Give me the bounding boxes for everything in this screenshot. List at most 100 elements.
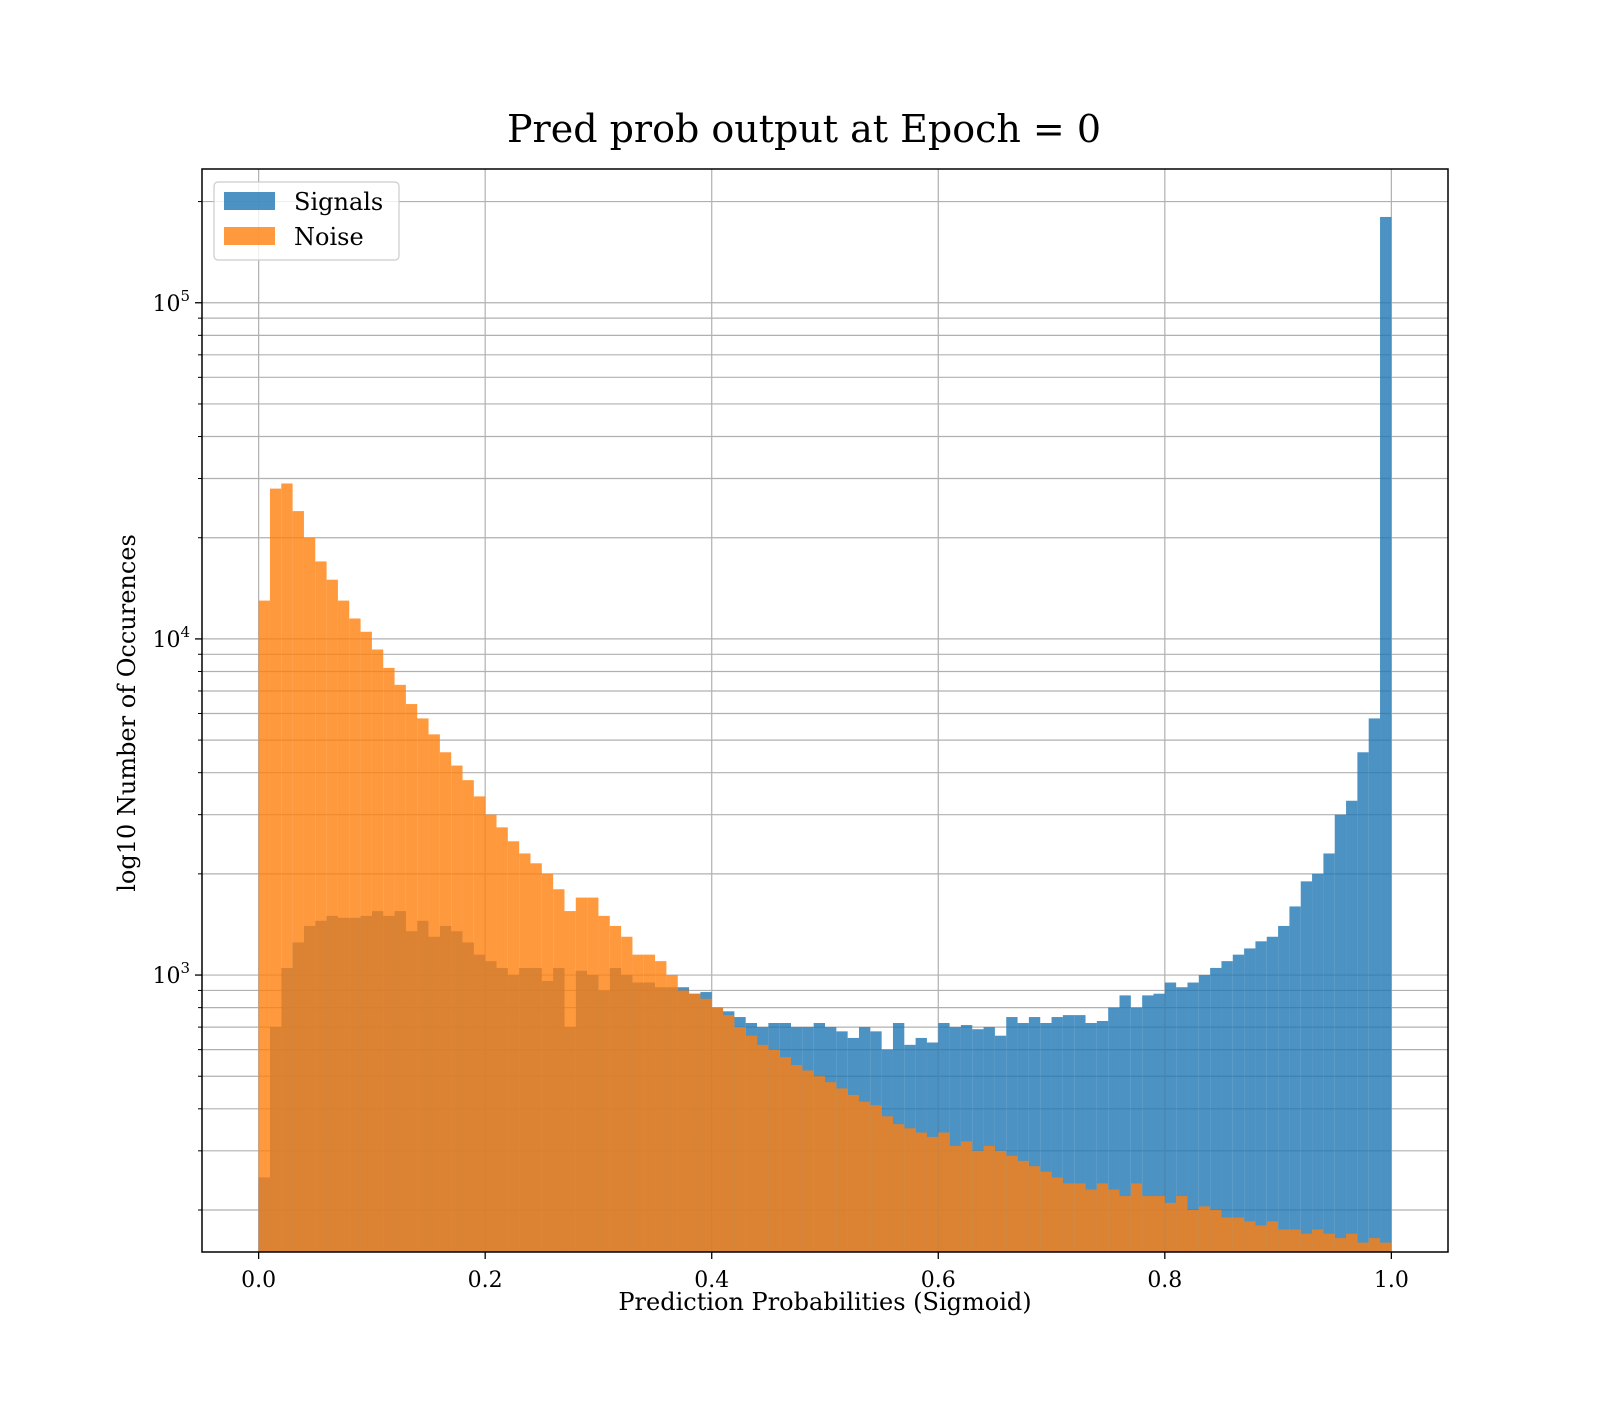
bar-signals bbox=[1357, 752, 1369, 1252]
ticks-layer: 0.0 0.2 0.4 0.6 0.8 1.0 103 104 105 bbox=[152, 201, 1409, 1293]
bar-noise bbox=[1289, 1229, 1301, 1252]
bar-signals bbox=[1006, 1017, 1018, 1252]
bar-noise bbox=[858, 1101, 871, 1252]
bar-noise bbox=[1210, 1210, 1222, 1252]
bar-noise bbox=[847, 1094, 859, 1252]
bar-noise bbox=[1266, 1221, 1279, 1252]
bar-noise bbox=[587, 897, 599, 1252]
bar-noise bbox=[711, 1007, 724, 1252]
bar-noise bbox=[541, 873, 554, 1252]
bar-signals bbox=[1278, 925, 1290, 1252]
bar-signals bbox=[1108, 1007, 1120, 1252]
bar-noise bbox=[1176, 1196, 1188, 1252]
bar-noise bbox=[337, 600, 350, 1252]
bar-noise bbox=[349, 618, 361, 1252]
bar-noise bbox=[315, 561, 327, 1252]
bar-signals bbox=[1232, 954, 1245, 1252]
bar-noise bbox=[394, 684, 406, 1252]
bar-noise bbox=[439, 752, 452, 1252]
bar-noise bbox=[1074, 1183, 1086, 1252]
legend-label-signals: Signals bbox=[294, 188, 383, 216]
bar-noise bbox=[926, 1136, 939, 1252]
bar-noise bbox=[428, 734, 440, 1252]
bar-noise bbox=[1130, 1183, 1143, 1252]
bar-signals bbox=[1040, 1023, 1052, 1252]
bar-noise bbox=[983, 1146, 995, 1252]
bar-noise bbox=[1300, 1233, 1313, 1252]
bar-noise bbox=[1119, 1196, 1131, 1252]
bar-signals bbox=[1028, 1017, 1041, 1252]
bar-noise bbox=[1164, 1202, 1177, 1252]
bar-noise bbox=[994, 1150, 1007, 1252]
bar-signals bbox=[1176, 987, 1188, 1252]
bar-noise bbox=[473, 796, 486, 1252]
bar-noise bbox=[1244, 1221, 1256, 1252]
bar-noise bbox=[1368, 1238, 1381, 1252]
bar-noise bbox=[405, 704, 418, 1252]
bars-layer bbox=[258, 216, 1392, 1253]
bar-noise bbox=[1108, 1189, 1120, 1252]
bar-noise bbox=[1312, 1229, 1324, 1252]
bar-signals bbox=[1300, 881, 1313, 1252]
bar-noise bbox=[609, 925, 622, 1252]
bar-noise bbox=[326, 579, 338, 1252]
bar-noise bbox=[825, 1082, 837, 1252]
bar-signals bbox=[1289, 906, 1301, 1252]
bar-noise bbox=[960, 1141, 973, 1252]
bar-noise bbox=[904, 1128, 916, 1252]
chart-title: Pred prob output at Epoch = 0 bbox=[507, 107, 1101, 151]
bar-signals bbox=[983, 1027, 995, 1252]
bar-signals bbox=[1368, 718, 1381, 1252]
plot-frame bbox=[201, 168, 1449, 1253]
bar-signals bbox=[1198, 975, 1211, 1252]
bar-signals bbox=[1062, 1015, 1075, 1252]
bar-noise bbox=[1085, 1189, 1097, 1252]
bar-noise bbox=[745, 1035, 758, 1252]
x-axis-label: Prediction Probabilities (Sigmoid) bbox=[618, 1288, 1031, 1316]
bar-noise bbox=[1198, 1206, 1211, 1252]
bar-signals bbox=[1346, 800, 1358, 1252]
bar-signals bbox=[972, 1029, 984, 1252]
bar-signals bbox=[1051, 1017, 1063, 1252]
bar-noise bbox=[949, 1146, 961, 1252]
x-tick-label: 0.2 bbox=[468, 1268, 503, 1293]
x-tick-label: 0.8 bbox=[1147, 1268, 1182, 1293]
bar-noise bbox=[530, 863, 542, 1252]
bar-noise bbox=[1142, 1196, 1154, 1252]
bar-signals bbox=[1074, 1015, 1086, 1252]
x-tick-label: 1.0 bbox=[1374, 1268, 1409, 1293]
bar-noise bbox=[757, 1044, 769, 1252]
bar-signals bbox=[1323, 853, 1335, 1252]
bar-noise bbox=[1006, 1155, 1018, 1252]
bar-noise bbox=[666, 975, 678, 1252]
bar-noise bbox=[417, 718, 429, 1252]
bar-noise bbox=[779, 1057, 792, 1252]
bar-noise bbox=[689, 993, 701, 1252]
bar-noise bbox=[643, 954, 656, 1252]
bar-noise bbox=[836, 1088, 848, 1252]
bar-noise bbox=[1323, 1233, 1335, 1252]
bar-noise bbox=[938, 1132, 950, 1252]
bar-noise bbox=[1255, 1225, 1267, 1252]
bar-noise bbox=[1062, 1183, 1075, 1252]
bar-noise bbox=[881, 1116, 893, 1252]
bar-noise bbox=[1096, 1183, 1109, 1252]
bar-noise bbox=[1232, 1217, 1245, 1252]
bar-signals bbox=[1255, 941, 1267, 1252]
bar-noise bbox=[496, 827, 508, 1252]
bar-noise bbox=[1187, 1210, 1199, 1252]
bar-signals bbox=[994, 1035, 1007, 1252]
legend-swatch-noise bbox=[224, 227, 275, 245]
bar-noise bbox=[360, 631, 372, 1252]
bar-signals bbox=[960, 1025, 973, 1252]
bar-noise bbox=[485, 814, 497, 1252]
series-noise bbox=[258, 483, 1392, 1252]
bar-noise bbox=[507, 841, 520, 1252]
bar-noise bbox=[371, 649, 384, 1252]
bar-signals bbox=[1210, 967, 1222, 1252]
y-tick-label: 105 bbox=[152, 287, 190, 317]
bar-noise bbox=[1017, 1160, 1029, 1252]
bar-noise bbox=[870, 1105, 882, 1252]
